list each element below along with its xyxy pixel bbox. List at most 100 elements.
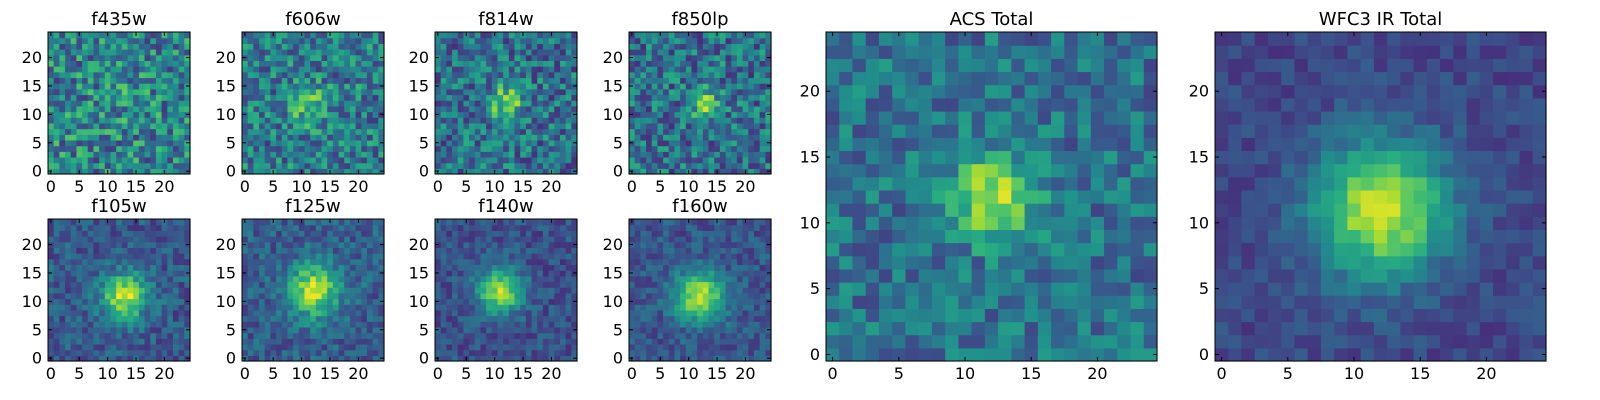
heatmap-cell: [93, 275, 100, 283]
heatmap-cell: [765, 162, 772, 169]
heatmap-cell: [184, 292, 191, 300]
heatmap-cell: [167, 145, 174, 152]
heatmap-cell: [242, 122, 249, 130]
heatmap-cell: [452, 54, 459, 61]
heatmap-cell: [253, 162, 260, 169]
heatmap-cell: [99, 236, 106, 243]
heatmap-cell: [138, 100, 146, 107]
heatmap-cell: [702, 139, 710, 147]
heatmap-cell: [82, 54, 89, 61]
heatmap-cell: [668, 43, 676, 50]
heatmap-cell: [491, 43, 499, 50]
heatmap-cell: [178, 258, 185, 266]
heatmap-cell: [110, 83, 117, 90]
heatmap-cell: [361, 292, 368, 300]
heatmap-cell: [293, 264, 300, 271]
heatmap-cell: [440, 43, 447, 50]
heatmap-cell: [321, 66, 328, 73]
heatmap-cell: [76, 270, 83, 277]
heatmap-cell: [48, 43, 55, 50]
heatmap-cell: [93, 77, 100, 84]
heatmap-cell: [150, 128, 157, 135]
heatmap-cell: [281, 100, 289, 107]
heatmap-cell: [565, 105, 572, 113]
heatmap-cell: [287, 304, 294, 311]
heatmap-cell: [298, 122, 306, 130]
heatmap-cell: [259, 292, 266, 300]
heatmap-cell: [242, 37, 249, 44]
heatmap-cell: [99, 349, 106, 356]
heatmap-cell: [59, 326, 66, 334]
heatmap-cell: [491, 54, 499, 61]
heatmap-cell: [548, 162, 555, 169]
heatmap-cell: [355, 224, 362, 231]
heatmap-cell: [366, 230, 374, 237]
heatmap-cell: [674, 332, 681, 339]
heatmap-cell: [736, 349, 744, 356]
heatmap-cell: [378, 287, 385, 294]
heatmap-cell: [184, 156, 191, 164]
heatmap-cell: [702, 332, 710, 339]
heatmap-cell: [452, 105, 459, 113]
heatmap-cell: [116, 49, 123, 56]
heatmap-cell: [725, 309, 732, 317]
heatmap-cell: [708, 111, 715, 118]
heatmap-cell: [452, 275, 459, 283]
heatmap-cell: [435, 37, 442, 44]
heatmap-cell: [714, 43, 721, 50]
heatmap-cell: [167, 321, 174, 328]
heatmap-cell: [93, 219, 100, 226]
heatmap-cell: [542, 128, 550, 135]
heatmap-cell: [685, 281, 693, 288]
heatmap-cell: [253, 43, 260, 50]
heatmap-cell: [99, 332, 106, 339]
heatmap-cell: [116, 77, 123, 84]
heatmap-cell: [531, 151, 538, 158]
heatmap-cell: [736, 304, 744, 311]
heatmap-cell: [338, 117, 345, 124]
x-tick-label: 20: [154, 177, 174, 196]
heatmap-cell: [680, 66, 687, 73]
heatmap-cell: [110, 304, 117, 311]
heatmap-cell: [127, 321, 134, 328]
heatmap-cell: [452, 77, 459, 84]
heatmap-cell: [264, 49, 271, 56]
heatmap-cell: [172, 43, 180, 50]
heatmap-cell: [65, 88, 72, 96]
heatmap-cell: [736, 145, 744, 152]
heatmap-cell: [133, 100, 140, 107]
heatmap-cell: [116, 60, 123, 67]
heatmap-cell: [497, 247, 504, 254]
heatmap-cell: [361, 326, 368, 334]
heatmap-cell: [725, 326, 732, 334]
heatmap-cell: [697, 77, 704, 84]
heatmap-cell: [116, 253, 123, 260]
heatmap-cell: [366, 168, 374, 175]
heatmap-cell: [486, 77, 493, 84]
heatmap-cell: [486, 292, 493, 300]
heatmap-cell: [378, 162, 385, 169]
heatmap-cell: [247, 224, 254, 231]
heatmap-cell: [349, 326, 357, 334]
heatmap-cell: [144, 71, 151, 79]
heatmap-cell: [332, 156, 340, 164]
heatmap-cell: [674, 105, 681, 113]
heatmap-cell: [304, 94, 311, 101]
heatmap-cell: [93, 168, 100, 175]
heatmap-cell: [310, 292, 317, 300]
heatmap-cell: [503, 309, 510, 317]
heatmap-cell: [270, 37, 277, 44]
heatmap-cell: [765, 321, 772, 328]
heatmap-cell: [99, 37, 106, 44]
heatmap-cell: [82, 219, 89, 226]
heatmap-cell: [646, 122, 653, 130]
heatmap-cell: [293, 111, 300, 118]
heatmap-cell: [486, 54, 493, 61]
heatmap-cell: [457, 139, 464, 147]
heatmap-cell: [178, 54, 185, 61]
heatmap-cell: [138, 338, 146, 345]
heatmap-cell: [525, 111, 533, 118]
heatmap-cell: [463, 275, 470, 283]
heatmap-cell: [480, 258, 487, 266]
